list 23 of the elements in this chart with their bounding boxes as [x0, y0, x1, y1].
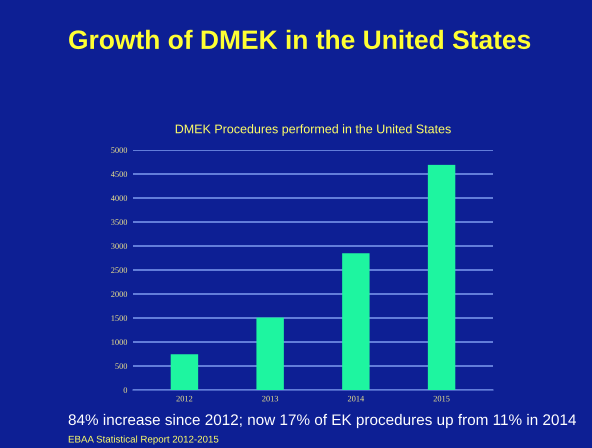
y-tick-label: 3000	[111, 243, 128, 249]
y-tick-label: 5000	[111, 147, 128, 153]
y-tick-label: 4500	[110, 171, 128, 177]
x-tick-label: 2014	[348, 396, 364, 402]
y-tick-label: 4000	[110, 195, 128, 201]
x-tick-label: 2012	[176, 396, 192, 402]
y-tick-label: 3500	[111, 219, 128, 225]
bar	[170, 354, 198, 390]
bar	[428, 164, 456, 390]
bar	[256, 318, 284, 390]
x-tick-label: 2015	[434, 396, 450, 402]
y-tick-label: 2000	[111, 291, 128, 297]
text: EBAA Statistical Report 2012-2015	[68, 435, 218, 445]
chart-subtitle: DMEK Procedures performed in the United States	[176, 124, 451, 136]
y-tick-label: 0	[124, 387, 128, 393]
bar	[342, 253, 370, 390]
x-tick-label: 2013	[262, 396, 278, 402]
y-tick-label: 1500	[112, 315, 128, 321]
y-tick-label: 500	[115, 363, 128, 369]
y-tick-label: 2500	[111, 267, 128, 273]
text: 84% increase since 2012; now 17% of EK procedures up from 11% in 2014	[68, 414, 576, 428]
y-tick-label: 1000	[112, 339, 128, 345]
chart-title: Growth of DMEK in the United States	[69, 30, 530, 50]
